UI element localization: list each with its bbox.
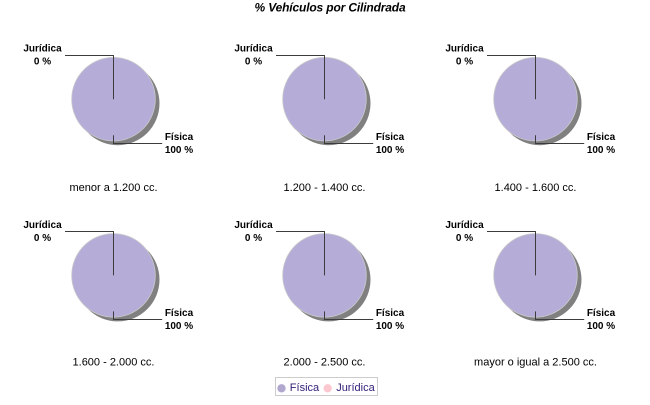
svg-text:Física: Física xyxy=(165,308,194,319)
svg-text:menor a 1.200 cc.: menor a 1.200 cc. xyxy=(69,182,157,194)
svg-text:100 %: 100 % xyxy=(165,145,193,156)
svg-text:0 %: 0 % xyxy=(245,233,262,244)
svg-text:Jurídica: Jurídica xyxy=(23,220,62,231)
svg-text:1.200 - 1.400 cc.: 1.200 - 1.400 cc. xyxy=(284,182,366,194)
svg-text:1.400 - 1.600 cc.: 1.400 - 1.600 cc. xyxy=(495,182,577,194)
svg-text:0 %: 0 % xyxy=(456,233,473,244)
svg-text:Jurídica: Jurídica xyxy=(234,220,273,231)
svg-text:2.000 - 2.500 cc.: 2.000 - 2.500 cc. xyxy=(284,356,366,368)
svg-text:1.600 - 2.000 cc.: 1.600 - 2.000 cc. xyxy=(73,356,155,368)
svg-text:% Vehículos por Cilindrada: % Vehículos por Cilindrada xyxy=(254,1,405,15)
svg-text:0 %: 0 % xyxy=(34,57,51,68)
svg-text:100 %: 100 % xyxy=(165,321,193,332)
svg-text:Física: Física xyxy=(587,132,616,143)
svg-text:Jurídica: Jurídica xyxy=(336,382,375,394)
svg-text:Física: Física xyxy=(376,132,405,143)
svg-text:Jurídica: Jurídica xyxy=(234,44,273,55)
svg-text:mayor o igual a 2.500 cc.: mayor o igual a 2.500 cc. xyxy=(474,356,597,368)
svg-text:Jurídica: Jurídica xyxy=(445,220,484,231)
svg-text:Física: Física xyxy=(587,308,616,319)
svg-text:0 %: 0 % xyxy=(456,57,473,68)
svg-text:0 %: 0 % xyxy=(245,57,262,68)
svg-text:Física: Física xyxy=(290,382,320,394)
svg-text:100 %: 100 % xyxy=(376,145,404,156)
svg-text:Jurídica: Jurídica xyxy=(445,44,484,55)
svg-text:0 %: 0 % xyxy=(34,233,51,244)
svg-text:Física: Física xyxy=(376,308,405,319)
svg-text:100 %: 100 % xyxy=(587,145,615,156)
svg-text:100 %: 100 % xyxy=(587,321,615,332)
svg-text:Jurídica: Jurídica xyxy=(23,44,62,55)
svg-text:100 %: 100 % xyxy=(376,321,404,332)
svg-text:Física: Física xyxy=(165,132,194,143)
